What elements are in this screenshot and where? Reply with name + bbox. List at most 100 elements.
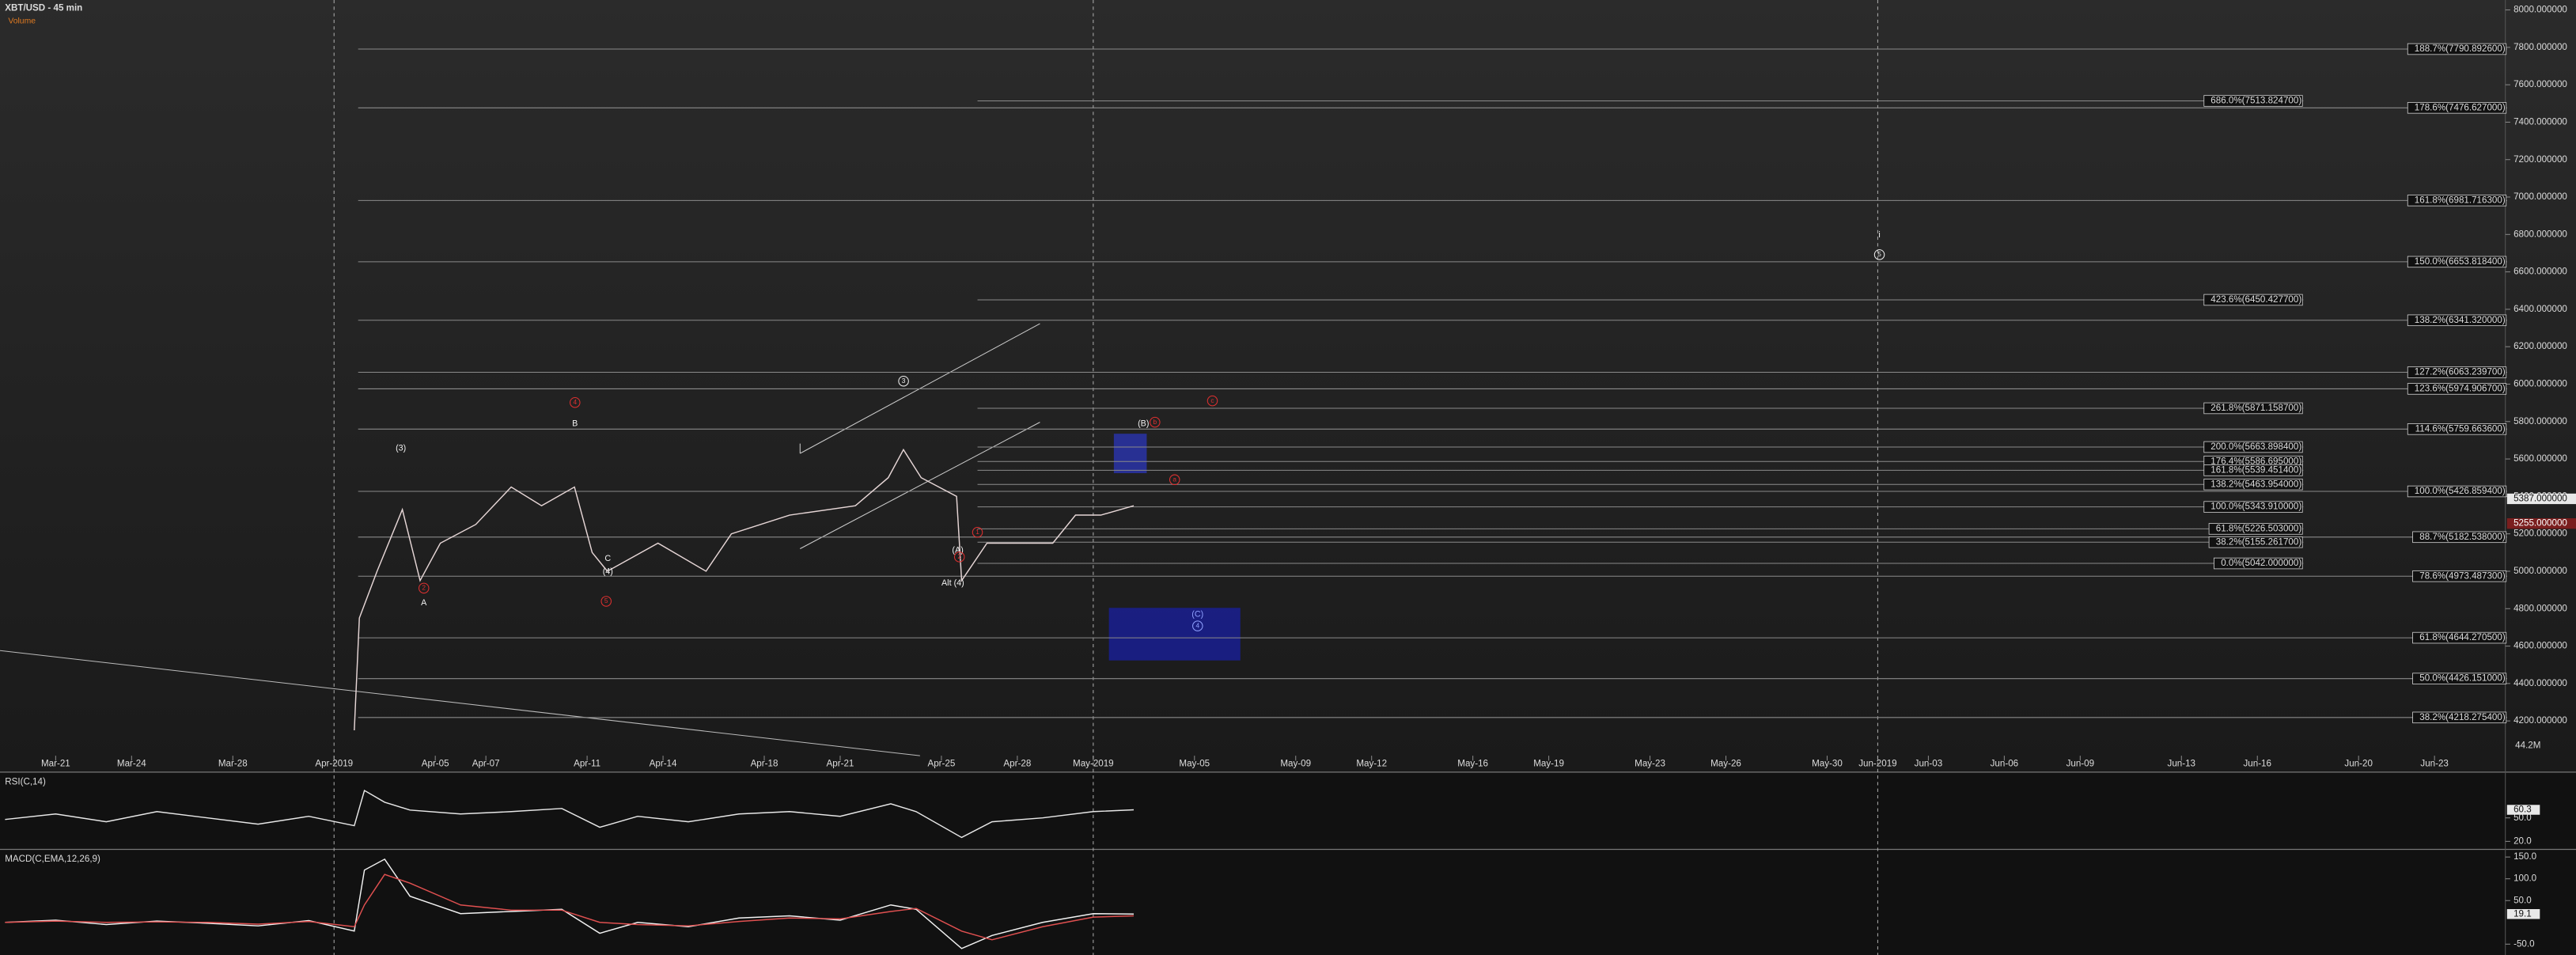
- x-tick-label: May-05: [1179, 759, 1210, 769]
- x-tick-label: Jun-09: [2066, 759, 2095, 769]
- wave-label: 1: [975, 528, 979, 536]
- fib-label: 114.6%(5759.663600): [2415, 423, 2506, 434]
- x-tick-label: Jun-03: [1915, 759, 1943, 769]
- fib-label-box: [2407, 195, 2507, 207]
- x-tick-label: Jun-23: [2420, 759, 2449, 769]
- fib-label: 161.8%(5539.451400): [2210, 464, 2301, 475]
- x-tick-label: Apr-18: [751, 759, 778, 769]
- fib-label-box: [2208, 536, 2303, 548]
- last-price-label: 5255.000000: [2513, 518, 2567, 529]
- fib-label: 38.2%(4218.275400): [2419, 712, 2506, 722]
- fib-label: 178.6%(7476.627000): [2415, 102, 2506, 112]
- x-tick-label: May-12: [1356, 759, 1387, 769]
- last-price-label: 5387.000000: [2513, 494, 2567, 504]
- fib-label-box: [2203, 441, 2303, 453]
- x-tick-label: Apr-07: [472, 759, 500, 769]
- wave-label: C: [604, 554, 611, 563]
- fib-label-box: [2407, 314, 2507, 327]
- y-tick-label: 50.0: [2513, 895, 2532, 905]
- channel-line: [800, 422, 1040, 549]
- macd-title: MACD(C,EMA,12,26,9): [5, 854, 100, 864]
- wave-circle: [418, 582, 430, 594]
- volume-last: 44.2M: [2515, 741, 2540, 751]
- x-tick-label: Apr-28: [1003, 759, 1031, 769]
- x-tick-label: May-19: [1533, 759, 1564, 769]
- fib-label: 127.2%(6063.239700): [2415, 367, 2506, 377]
- y-tick-label: 6400.000000: [2513, 304, 2567, 314]
- fib-label-box: [2214, 557, 2303, 570]
- fib-label: 138.2%(6341.320000): [2415, 315, 2506, 325]
- volume-label: Volume: [8, 17, 36, 26]
- y-tick-label: 7400.000000: [2513, 116, 2567, 127]
- fib-label: 161.8%(6981.716300): [2415, 195, 2506, 205]
- last-value-box: [2506, 909, 2540, 919]
- fib-label-box: [2412, 673, 2507, 684]
- last-value-label: 60.3: [2513, 805, 2532, 815]
- wave-label: c: [1210, 396, 1214, 404]
- fib-label-box: [2203, 478, 2303, 491]
- y-tick-label: 5800.000000: [2513, 416, 2567, 426]
- fib-label: 88.7%(5182.538000): [2419, 532, 2506, 542]
- wave-circle: [1873, 249, 1885, 260]
- fib-label-box: [2412, 631, 2507, 644]
- wave-label: (3): [396, 444, 406, 453]
- fib-label-box: [2407, 485, 2507, 498]
- fib-label-box: [2203, 95, 2303, 107]
- fib-label-box: [2203, 402, 2303, 415]
- fib-label-box: [2203, 464, 2303, 476]
- y-tick-label: 5200.000000: [2513, 529, 2567, 539]
- y-tick-label: 5600.000000: [2513, 453, 2567, 464]
- y-tick-label: 6800.000000: [2513, 229, 2567, 239]
- fib-label-box: [2203, 501, 2303, 513]
- wave-circle: [570, 396, 581, 408]
- x-tick-label: May-23: [1635, 759, 1665, 769]
- wave-circle: [1207, 395, 1218, 407]
- y-tick-label: 4800.000000: [2513, 603, 2567, 613]
- x-tick-label: May-16: [1457, 759, 1488, 769]
- x-tick-label: Apr-14: [650, 759, 677, 769]
- data-line: [5, 874, 1135, 941]
- y-tick-label: 7200.000000: [2513, 154, 2567, 165]
- fib-label: 138.2%(5463.954000): [2210, 479, 2301, 489]
- wave-label: 5: [604, 597, 608, 604]
- last-price-box: [2506, 493, 2576, 505]
- wave-label: a: [1172, 475, 1176, 483]
- wave-circle: [1192, 620, 1203, 631]
- wave-label: 2: [957, 552, 961, 560]
- fib-label: 100.0%(5426.859400): [2415, 486, 2506, 496]
- wave-label: 2: [422, 584, 426, 592]
- fib-label: 61.8%(5226.503000): [2216, 523, 2302, 533]
- y-tick-label: 6600.000000: [2513, 267, 2567, 277]
- x-tick-label: May-30: [1812, 759, 1843, 769]
- x-tick-label: May-09: [1280, 759, 1311, 769]
- y-tick-label: -50.0: [2513, 938, 2534, 949]
- y-tick-label: 4400.000000: [2513, 678, 2567, 688]
- x-tick-label: Apr-11: [574, 759, 600, 769]
- wave-label: 4: [573, 398, 577, 406]
- wave-label: A: [421, 598, 427, 608]
- wave-label: i: [1878, 230, 1880, 240]
- x-tick-label: Jun-13: [2168, 759, 2196, 769]
- fib-label: 261.8%(5871.158700): [2210, 403, 2301, 413]
- last-price-box: [2506, 518, 2576, 529]
- fib-label: 78.6%(4973.487300): [2419, 570, 2506, 581]
- x-tick-label: Apr-05: [422, 759, 449, 769]
- wave-label: (B): [1138, 419, 1149, 429]
- last-value-box: [2506, 805, 2540, 815]
- y-tick-label: 100.0: [2513, 874, 2536, 884]
- fib-label-box: [2407, 383, 2507, 395]
- x-tick-label: Apr-21: [827, 759, 854, 769]
- wave-label: b: [1153, 418, 1157, 426]
- x-tick-label: Jun-06: [1991, 759, 2019, 769]
- fib-label-box: [2208, 523, 2303, 535]
- x-tick-label: Mar-28: [218, 759, 248, 769]
- wave-label: (C): [1191, 609, 1203, 619]
- y-tick-label: 7000.000000: [2513, 191, 2567, 202]
- y-tick-label: 7600.000000: [2513, 79, 2567, 89]
- fib-label: 50.0%(4426.151000): [2419, 673, 2506, 684]
- fib-label: 150.0%(6653.818400): [2415, 256, 2506, 267]
- fib-label: 200.0%(5663.898400): [2210, 441, 2301, 452]
- fib-label: 61.8%(4644.270500): [2419, 632, 2506, 642]
- fib-label-box: [2407, 43, 2507, 55]
